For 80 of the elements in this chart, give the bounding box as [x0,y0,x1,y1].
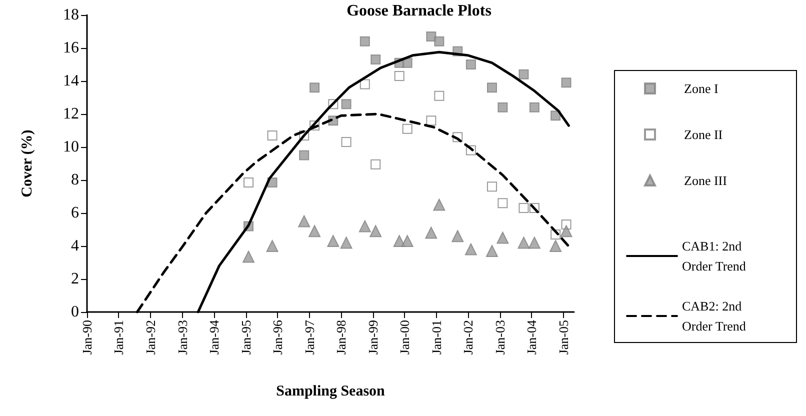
point [550,110,561,121]
point [466,60,476,70]
x-tick-label: Jan-99 [365,320,380,355]
point [434,90,444,101]
point [267,130,278,140]
x-tick-label: Jan-02 [460,320,476,355]
x-axis-title: Sampling Season [276,384,386,400]
legend-label: CAB2: 2nd Order Trend [682,298,746,334]
point [341,137,352,148]
point [528,236,540,249]
y-tick-label: 6 [71,204,79,222]
point [298,215,310,228]
point [341,99,352,110]
y-tick-label: 2 [71,270,79,288]
point [402,124,412,134]
x-tick-label: Jan-96 [270,320,286,355]
point [425,226,438,239]
point [464,243,477,256]
x-tick-label: Jan-92 [142,320,158,355]
point [433,198,446,211]
legend-label: Zone I [684,81,718,96]
point [401,235,414,248]
point [518,203,529,214]
x-tick-label: Jan-97 [302,320,317,355]
chart-title: Goose Barnacle Plots [346,2,492,20]
x-tick-label: Jan-91 [111,320,126,355]
point [310,82,320,93]
y-tick-label: 16 [63,40,79,56]
legend-label: CAB1: 2nd Order Trend [682,238,746,274]
point [486,244,498,257]
x-tick-label: Jan-05 [556,320,572,355]
x-tick-label: Jan-01 [428,320,444,355]
point [360,36,370,46]
point [518,236,530,249]
point [426,31,436,42]
point [370,225,382,238]
y-tick-label: 14 [63,72,79,90]
point [518,69,529,80]
point [426,116,436,126]
point [498,102,508,112]
x-tick-label: Jan-03 [492,320,508,355]
point [560,225,572,238]
y-tick-label: 18 [63,6,79,24]
x-tick-label: Jan-00 [397,320,412,355]
point [550,240,562,252]
point [358,220,371,232]
point [394,71,404,82]
point [360,79,370,90]
x-tick-label: Jan-95 [238,320,254,355]
x-tick-label: Jan-94 [206,320,222,355]
x-tick-label: Jan-93 [174,320,190,355]
point [498,198,508,208]
legend-label: Zone II [684,127,723,142]
point [529,102,540,112]
y-tick-label: 12 [63,106,79,122]
point [340,236,352,249]
y-tick-label: 8 [71,172,79,188]
point [486,82,497,93]
point [242,250,255,263]
y-tick-label: 10 [63,138,79,156]
x-tick-label: Jan-98 [334,320,349,355]
y-tick-label: 4 [71,238,79,254]
point [370,54,381,65]
legend-label: Zone III [684,173,727,188]
point [370,159,381,170]
point [308,225,321,238]
y-tick-label: 0 [71,304,79,320]
point [561,78,572,88]
x-tick-label: Jan-90 [80,320,94,355]
y-axis-title: Cover (%) [20,130,36,198]
point [402,58,412,68]
point [299,150,310,160]
point [327,235,340,248]
point [244,177,254,188]
x-tick-label: Jan-04 [524,320,540,355]
point [496,232,509,244]
point [452,230,464,242]
point [486,182,497,192]
point [266,240,278,252]
point [434,36,444,46]
